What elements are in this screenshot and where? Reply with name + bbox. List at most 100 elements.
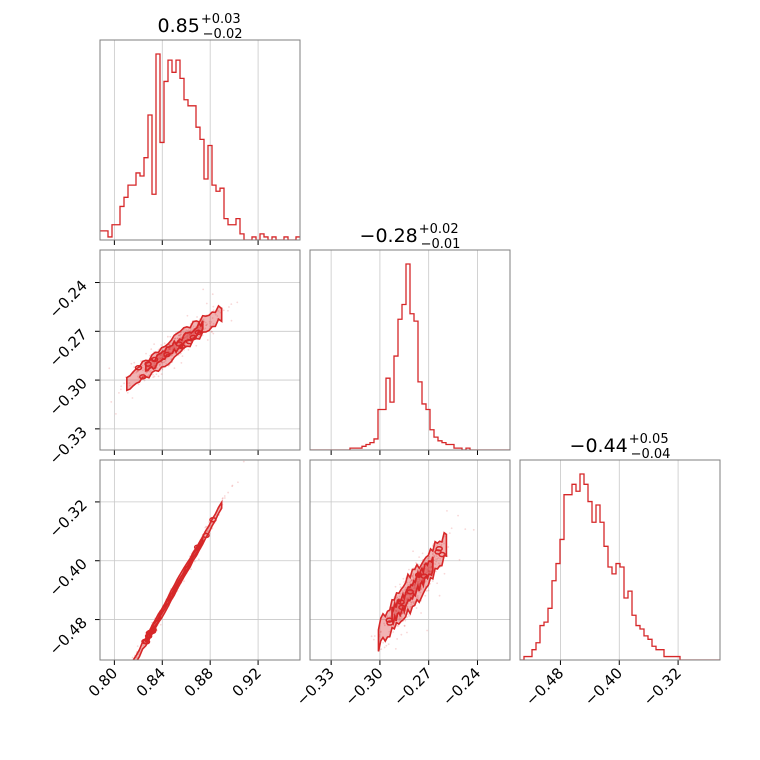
scatter-point <box>180 336 183 339</box>
scatter-point <box>401 611 404 614</box>
scatter-p0-p2 <box>127 460 245 676</box>
density-contour-island <box>185 338 194 345</box>
scatter-point <box>413 584 416 587</box>
scatter-point <box>396 625 399 627</box>
scatter-point <box>399 592 402 595</box>
scatter-point <box>404 619 407 622</box>
scatter-point <box>221 497 224 500</box>
scatter-point <box>435 570 437 573</box>
scatter-point <box>404 597 407 600</box>
scatter-point <box>131 397 134 399</box>
scatter-point <box>409 605 412 608</box>
y-tick-label: −0.30 <box>46 374 91 419</box>
scatter-point <box>423 574 426 577</box>
scatter-point <box>167 350 169 352</box>
scatter-point <box>160 344 163 346</box>
scatter-point <box>196 316 198 318</box>
scatter-point <box>411 574 414 577</box>
scatter-point <box>186 314 189 317</box>
scatter-point <box>211 317 214 319</box>
scatter-point <box>227 491 230 494</box>
scatter-point <box>398 619 401 622</box>
scatter-point <box>403 624 406 627</box>
scatter-point <box>168 348 171 351</box>
density-contour-island <box>146 629 155 636</box>
hist-panel-p0 <box>99 39 301 241</box>
scatter-p1-p2 <box>370 509 475 652</box>
scatter-point <box>427 566 430 569</box>
scatter-point <box>212 309 215 312</box>
scatter-point <box>159 357 162 360</box>
scatter-point <box>411 579 413 581</box>
density-contour-island <box>193 544 202 550</box>
scatter-point <box>127 674 129 676</box>
scatter-point <box>131 664 133 666</box>
density-contour-inner <box>144 320 204 372</box>
scatter-point <box>161 367 164 370</box>
scatter-point <box>428 569 430 572</box>
scatter-point <box>133 662 135 664</box>
scatter-point <box>115 412 117 415</box>
scatter-point <box>160 361 163 364</box>
scatter-point <box>413 585 416 588</box>
scatter-panel-p0-p1 <box>99 249 301 451</box>
y-tick-label: −0.24 <box>46 277 91 322</box>
scatter-point <box>173 345 175 348</box>
scatter-p0-p1 <box>108 288 239 415</box>
scatter-point <box>428 555 431 558</box>
scatter-point <box>403 581 406 583</box>
scatter-point <box>170 354 173 357</box>
scatter-point <box>110 401 113 403</box>
density-contour-island <box>406 589 414 595</box>
scatter-point <box>426 570 429 573</box>
scatter-point <box>174 337 177 340</box>
scatter-point <box>394 585 397 588</box>
scatter-point <box>426 569 429 571</box>
scatter-point <box>401 617 403 620</box>
hist-panel-p1 <box>309 249 511 451</box>
scatter-point <box>429 558 432 561</box>
scatter-point <box>420 588 423 591</box>
scatter-point <box>180 333 182 336</box>
x-tick-label: −0.24 <box>439 664 484 709</box>
scatter-point <box>128 672 130 674</box>
scatter-point <box>231 484 234 487</box>
scatter-point <box>383 646 386 649</box>
scatter-point <box>185 329 188 331</box>
scatter-point <box>137 376 140 379</box>
scatter-point <box>414 587 417 590</box>
scatter-point <box>401 612 404 615</box>
x-tick-label: 0.80 <box>85 664 121 700</box>
scatter-point <box>177 334 180 337</box>
scatter-point <box>160 373 163 376</box>
scatter-point <box>408 568 410 571</box>
scatter-point <box>230 319 233 322</box>
scatter-point <box>419 591 422 594</box>
scatter-point <box>175 347 178 350</box>
scatter-point <box>406 598 408 601</box>
scatter-point <box>429 566 432 569</box>
scatter-point <box>205 324 207 327</box>
scatter-point <box>192 325 195 328</box>
density-contour-inner <box>144 535 204 643</box>
scatter-point <box>120 388 122 391</box>
scatter-point <box>159 623 162 626</box>
scatter-point <box>401 590 404 592</box>
scatter-point <box>137 370 139 373</box>
scatter-point <box>192 332 195 335</box>
scatter-point <box>404 588 407 591</box>
x-tick-label: −0.27 <box>390 664 435 709</box>
scatter-point <box>420 587 423 590</box>
scatter-point <box>136 645 139 648</box>
density-contour-island <box>385 617 393 623</box>
scatter-point <box>159 354 162 357</box>
scatter-point <box>408 581 411 584</box>
density-contour-island <box>202 532 210 539</box>
scatter-point <box>173 337 176 340</box>
y-tick-label: −0.32 <box>46 496 91 541</box>
scatter-point <box>186 334 189 337</box>
scatter-point <box>148 373 150 376</box>
x-tick-label: 0.92 <box>229 664 265 700</box>
scatter-point <box>199 327 202 330</box>
scatter-point <box>409 580 412 583</box>
